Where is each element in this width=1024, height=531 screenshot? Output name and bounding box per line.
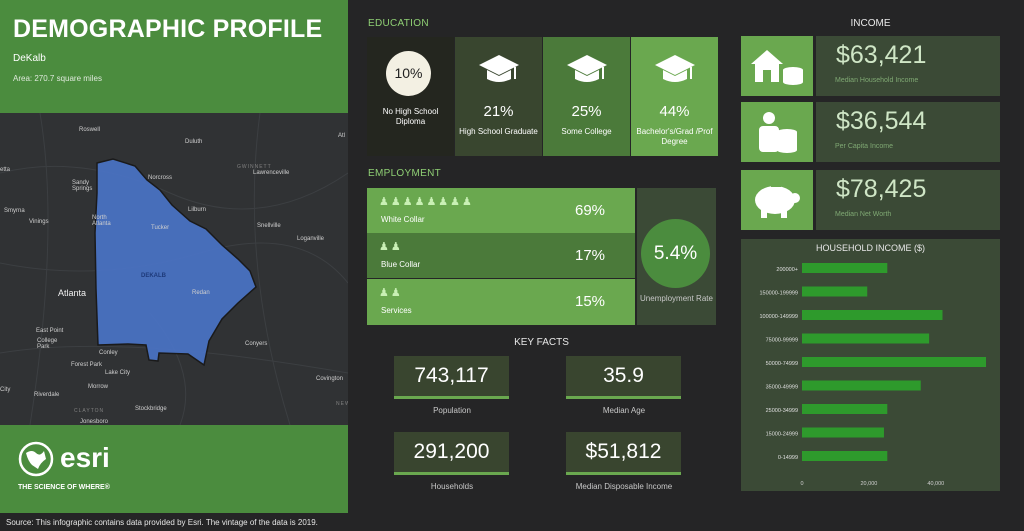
graduation-cap-icon [479, 55, 519, 82]
piggy-bank-icon [747, 178, 807, 227]
key-fact-value: 291,200 [394, 432, 509, 475]
employment-row: ♟♟ Services 15% [367, 279, 635, 325]
unemployment-panel: 5.4% Unemployment Rate [637, 188, 716, 325]
globe-icon [18, 441, 54, 477]
brand-tagline: THE SCIENCE OF WHERE® [18, 484, 110, 491]
education-percent: 25% [571, 103, 602, 120]
employment-row: ♟♟ Blue Collar 17% [367, 233, 635, 278]
page-title: DEMOGRAPHIC PROFILE [13, 15, 323, 43]
key-fact-value: 743,117 [394, 356, 509, 399]
brand-panel [0, 425, 348, 513]
income-icon-tile [741, 102, 813, 162]
income-bar[interactable] [802, 263, 888, 273]
worker-icons: ♟♟ [379, 241, 403, 253]
house-money-icon [747, 44, 807, 93]
employment-label: White Collar [381, 215, 425, 224]
education-label: No High School Diploma [382, 107, 439, 126]
income-bar[interactable] [802, 333, 930, 344]
income-icon-tile [741, 170, 813, 230]
category-label: 200000+ [776, 267, 798, 273]
income-label: Median Net Worth [835, 211, 892, 218]
category-label: 50000-74999 [766, 361, 798, 367]
education-tile: 25% Some College [543, 37, 630, 156]
worker-icons: ♟♟♟♟♟♟♟♟ [379, 196, 474, 208]
employment-label: Services [381, 306, 412, 315]
income-bar[interactable] [802, 451, 888, 461]
map-canvas [0, 113, 348, 425]
employment-title: EMPLOYMENT [368, 168, 442, 179]
key-fact-label: Median Age [602, 406, 646, 415]
income-value: $36,544 [836, 107, 927, 135]
worker-icons: ♟♟ [379, 287, 403, 299]
graduation-cap-icon [655, 55, 695, 82]
employment-row: ♟♟♟♟♟♟♟♟ White Collar 69% [367, 188, 635, 233]
header-panel [0, 0, 348, 113]
chart-title: HOUSEHOLD INCOME ($) [815, 243, 925, 253]
income-bar[interactable] [802, 427, 884, 438]
county-boundary[interactable] [94, 158, 257, 367]
income-panel: $36,544 Per Capita Income [816, 102, 1000, 162]
income-label: Median Household Income [835, 77, 919, 84]
unemployment-label: Unemployment Rate [640, 294, 713, 303]
education-tile: 10% No High School Diploma [367, 37, 454, 156]
income-bar[interactable] [802, 310, 943, 320]
category-label: 150000-199999 [759, 291, 798, 297]
category-label: 15000-24999 [766, 432, 798, 438]
income-title: INCOME [850, 18, 891, 29]
graduation-cap-icon [567, 55, 607, 82]
area-text: Area: 270.7 square miles [13, 74, 102, 83]
education-tile: 44% Bachelor's/Grad /Prof Degree [631, 37, 718, 156]
education-title: EDUCATION [368, 18, 429, 29]
income-value: $63,421 [836, 41, 927, 69]
key-fact-value: 35.9 [566, 356, 681, 399]
income-bar[interactable] [802, 357, 986, 367]
income-bar[interactable] [802, 404, 888, 414]
x-tick-label: 0 [800, 481, 803, 487]
esri-logo[interactable]: esri [60, 442, 110, 473]
income-panel: $78,425 Median Net Worth [816, 170, 1000, 230]
key-fact-label: Population [433, 406, 471, 415]
location-name: DeKalb [13, 53, 46, 64]
education-tile: 21% High School Graduate [455, 37, 542, 156]
key-facts-title: KEY FACTS [514, 337, 569, 348]
category-label: 0-14999 [778, 455, 798, 461]
category-label: 100000-149999 [759, 314, 798, 320]
source-note: Source: This infographic contains data p… [6, 518, 318, 527]
household-income-bars: 200000+ 150000-199999 100000-149999 75000-9… [759, 263, 986, 487]
x-tick-label: 20,000 [860, 481, 877, 487]
employment-label: Blue Collar [381, 260, 421, 269]
income-value: $78,425 [836, 175, 927, 203]
employment-percent: 69% [575, 202, 606, 219]
key-fact-label: Households [430, 482, 474, 491]
education-label: Some College [561, 127, 612, 136]
percent-circle: 10% [386, 51, 431, 96]
key-fact-label: Median Disposable Income [575, 482, 673, 491]
person-coins-icon [747, 110, 807, 159]
income-bar[interactable] [802, 286, 868, 297]
employment-percent: 15% [575, 293, 606, 310]
education-label: High School Graduate [459, 127, 538, 136]
employment-percent: 17% [575, 247, 606, 264]
x-tick-label: 40,000 [927, 481, 944, 487]
category-label: 75000-99999 [766, 338, 798, 344]
key-fact-value: $51,812 [566, 432, 681, 475]
map-view[interactable]: Suwanee Roswell Duluth Norcross GWINNETT… [0, 113, 348, 425]
income-icon-tile [741, 36, 813, 96]
income-bar[interactable] [802, 380, 921, 391]
category-label: 35000-49999 [766, 385, 798, 391]
income-panel: $63,421 Median Household Income [816, 36, 1000, 96]
category-label: 25000-34999 [766, 408, 798, 414]
unemployment-rate: 5.4% [641, 219, 710, 288]
education-percent: 21% [483, 103, 514, 120]
education-percent: 44% [659, 103, 690, 120]
education-label: Bachelor's/Grad /Prof Degree [636, 127, 713, 146]
income-label: Per Capita Income [835, 143, 893, 150]
